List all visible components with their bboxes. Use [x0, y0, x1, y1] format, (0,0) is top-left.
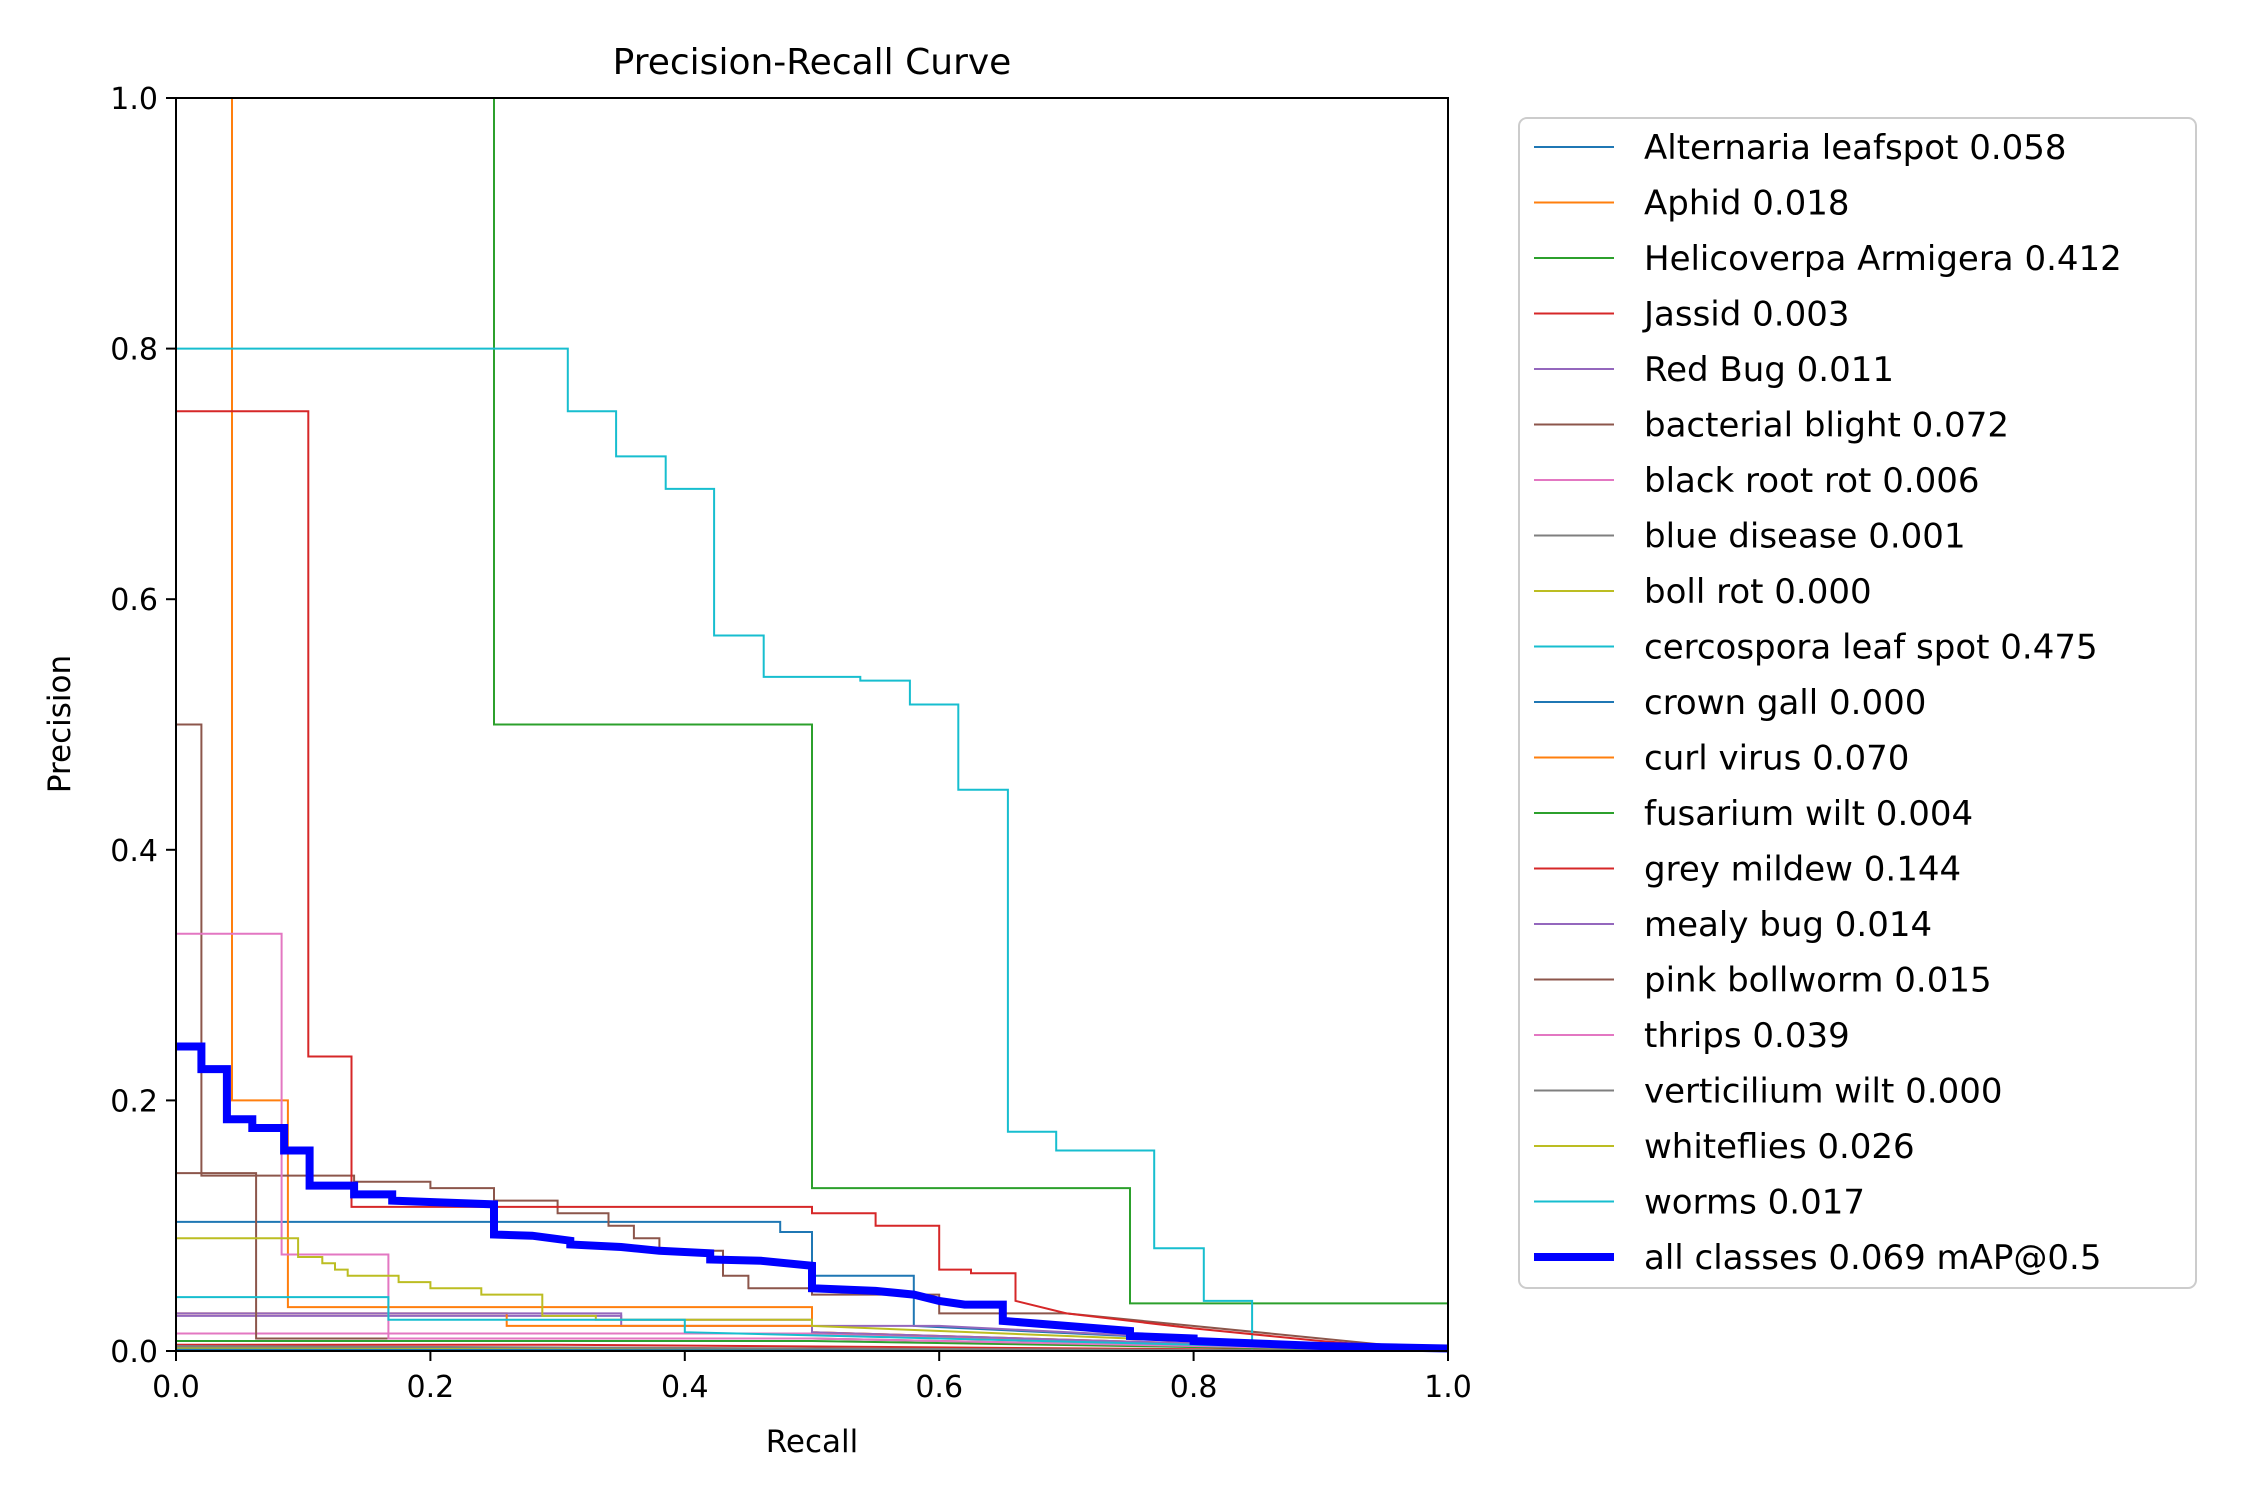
x-tick-label: 0.4	[661, 1370, 709, 1405]
legend-entry: Aphid 0.018	[1534, 184, 1850, 224]
legend-entry: crown gall 0.000	[1534, 683, 1926, 723]
y-tick-label: 0.0	[110, 1335, 158, 1370]
legend-label: pink bollworm 0.015	[1644, 961, 1992, 1001]
legend-entry: Red Bug 0.011	[1534, 350, 1894, 390]
series-line-13	[176, 410, 1449, 1352]
legend-entries: Alternaria leafspot 0.058 Aphid 0.018 Heli…	[1534, 128, 2122, 1278]
legend-entry: thrips 0.039	[1534, 1016, 1850, 1056]
plot-frame	[175, 97, 1449, 1352]
legend-entry: all classes 0.069 mAP@0.5	[1534, 1238, 2101, 1278]
legend-label: Aphid 0.018	[1644, 184, 1850, 224]
x-axis-label: Recall	[766, 1424, 859, 1460]
legend-label: boll rot 0.000	[1644, 572, 1872, 612]
legend-label: Red Bug 0.011	[1644, 350, 1894, 390]
y-tick-label: 0.4	[110, 834, 158, 869]
series-line-16	[176, 932, 1449, 1352]
legend-entry: black root rot 0.006	[1534, 461, 1980, 501]
legend-entry: blue disease 0.001	[1534, 517, 1966, 557]
legend-entry: curl virus 0.070	[1534, 739, 1909, 779]
legend-entry: grey mildew 0.144	[1534, 850, 1961, 890]
series-line-18	[176, 1237, 1449, 1352]
legend-label: curl virus 0.070	[1644, 739, 1909, 779]
legend-entry: mealy bug 0.014	[1534, 905, 1932, 945]
legend-entry: worms 0.017	[1534, 1183, 1865, 1223]
x-axis-ticks: 0.0 0.2 0.4 0.6 0.8 1.0	[152, 1351, 1472, 1405]
legend-entry: Helicoverpa Armigera 0.412	[1534, 239, 2122, 279]
y-tick-label: 0.6	[110, 583, 158, 618]
y-tick-label: 1.0	[110, 82, 158, 117]
legend-label: grey mildew 0.144	[1644, 850, 1961, 890]
x-tick-label: 0.2	[407, 1370, 455, 1405]
chart-title: Precision-Recall Curve	[613, 42, 1012, 83]
x-tick-label: 1.0	[1424, 1370, 1472, 1405]
series-line-0	[176, 1220, 1449, 1352]
legend-label: Helicoverpa Armigera 0.412	[1644, 239, 2122, 279]
legend-label: whiteflies 0.026	[1644, 1127, 1915, 1167]
y-axis-ticks: 0.0 0.2 0.4 0.6 0.8 1.0	[110, 82, 176, 1370]
x-tick-label: 0.8	[1170, 1370, 1218, 1405]
x-tick-label: 0.0	[152, 1370, 200, 1405]
legend-entry: cercospora leaf spot 0.475	[1534, 628, 2098, 668]
legend-entry: pink bollworm 0.015	[1534, 961, 1992, 1001]
legend-label: mealy bug 0.014	[1644, 905, 1932, 945]
series-line-19	[176, 1296, 1449, 1352]
legend-label: crown gall 0.000	[1644, 683, 1926, 723]
legend-label: Jassid 0.003	[1642, 295, 1849, 335]
legend-entry: whiteflies 0.026	[1534, 1127, 1915, 1167]
legend-box	[1518, 117, 2197, 1289]
series-line-20	[176, 1042, 1449, 1353]
legend-label: all classes 0.069 mAP@0.5	[1644, 1238, 2101, 1278]
legend: Alternaria leafspot 0.058 Aphid 0.018 Heli…	[1518, 117, 2197, 1289]
legend-label: blue disease 0.001	[1644, 517, 1966, 557]
legend-entry: boll rot 0.000	[1534, 572, 1872, 612]
y-tick-label: 0.2	[110, 1084, 158, 1119]
legend-label: thrips 0.039	[1644, 1016, 1850, 1056]
legend-entry: fusarium wilt 0.004	[1534, 794, 1973, 834]
legend-entry: bacterial blight 0.072	[1534, 406, 2009, 446]
legend-label: bacterial blight 0.072	[1644, 406, 2009, 446]
legend-entry: verticilium wilt 0.000	[1534, 1072, 2002, 1112]
series-line-9	[176, 347, 1254, 1351]
legend-entry: Jassid 0.003	[1534, 295, 1849, 335]
series-line-2	[493, 98, 1449, 1351]
legend-label: cercospora leaf spot 0.475	[1644, 628, 2098, 668]
series-line-5	[176, 723, 1449, 1352]
legend-label: Alternaria leafspot 0.058	[1644, 128, 2067, 168]
y-axis-label: Precision	[42, 655, 78, 793]
y-tick-label: 0.8	[110, 333, 158, 368]
legend-label: black root rot 0.006	[1644, 461, 1980, 501]
x-tick-label: 0.6	[915, 1370, 963, 1405]
legend-entry: Alternaria leafspot 0.058	[1534, 128, 2067, 168]
legend-label: fusarium wilt 0.004	[1644, 794, 1973, 834]
legend-label: worms 0.017	[1644, 1183, 1865, 1223]
legend-label: verticilium wilt 0.000	[1644, 1072, 2002, 1112]
